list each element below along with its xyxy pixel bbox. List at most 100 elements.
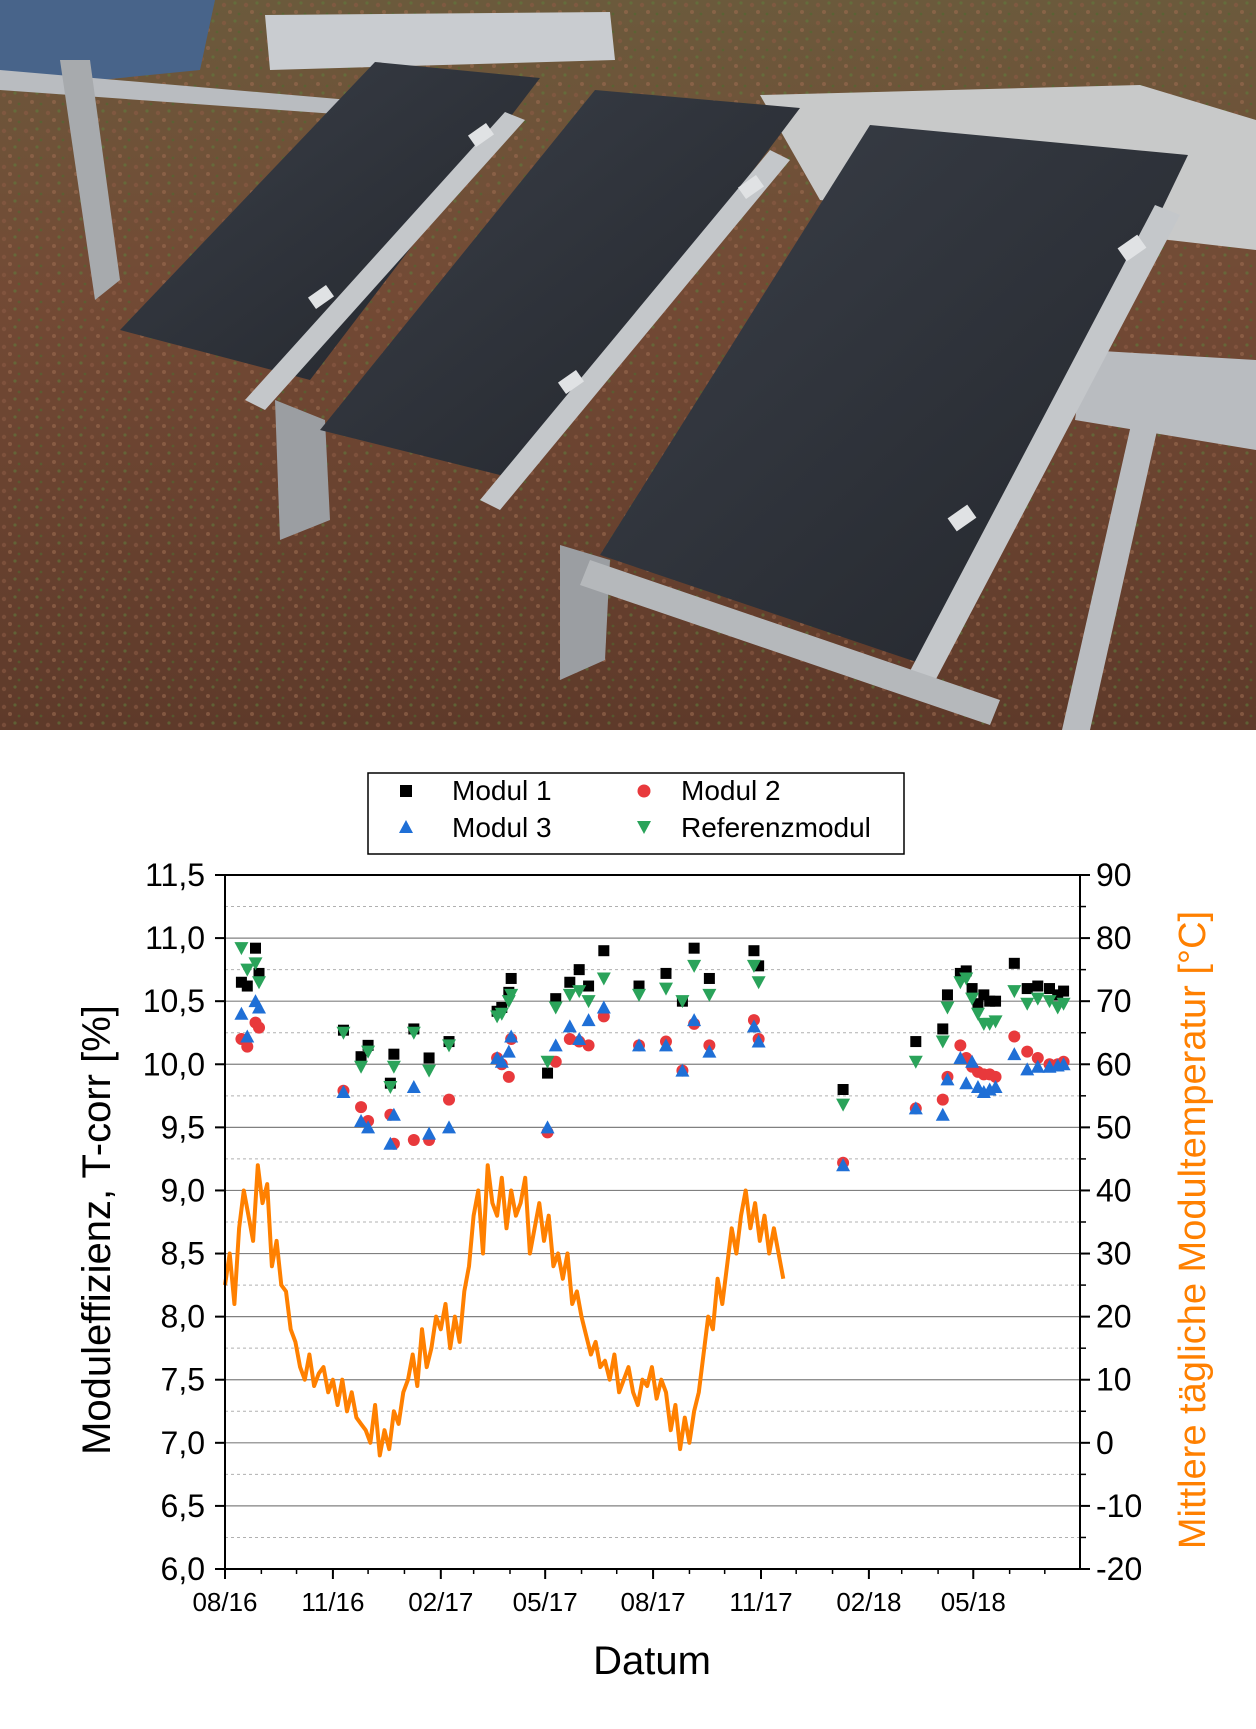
legend-label-modul-2: Modul 2 [681, 775, 781, 806]
data-point-referenzmodul [442, 1039, 457, 1053]
data-point-modul-1 [505, 972, 517, 984]
data-point-modul-3 [965, 1054, 980, 1068]
data-point-referenzmodul [234, 942, 249, 956]
legend-label-referenzmodul: Referenzmodul [681, 812, 871, 843]
data-point-referenzmodul [596, 972, 611, 986]
data-point-referenzmodul [572, 985, 587, 999]
data-point-modul-3 [1007, 1047, 1022, 1061]
data-point-referenzmodul [548, 1001, 563, 1015]
y-tick-label: 10,0 [143, 1046, 205, 1082]
grid-lines [225, 906, 1080, 1538]
legend-label-modul-3: Modul 3 [452, 812, 552, 843]
data-point-referenzmodul [383, 1080, 398, 1094]
panel-clamp [557, 369, 585, 395]
y2-tick-label: 40 [1096, 1172, 1132, 1208]
data-point-modul-3 [953, 1050, 968, 1064]
x-axis-title: Datum [593, 1639, 711, 1683]
data-point-referenzmodul [406, 1026, 421, 1040]
y-tick-label: 7,0 [161, 1425, 205, 1461]
data-point-modul-1 [966, 983, 978, 995]
data-point-modul-3 [572, 1032, 587, 1046]
data-point-modul-3 [632, 1038, 647, 1052]
data-point-modul-3 [562, 1019, 577, 1033]
data-point-modul-1 [1032, 980, 1044, 992]
y-axis-title: Moduleffizienz, T-corr [%] [75, 1005, 119, 1455]
solar-panel-1 [120, 62, 540, 380]
x-tick-label: 08/16 [192, 1587, 257, 1617]
data-point-referenzmodul [935, 1035, 950, 1049]
data-point-referenzmodul [751, 976, 766, 990]
x-tick-label: 11/16 [301, 1587, 364, 1617]
panel-clamp [307, 284, 335, 310]
data-point-modul-1 [355, 1051, 367, 1063]
data-point-referenzmodul [248, 957, 263, 971]
data-point-referenzmodul [1007, 985, 1022, 999]
data-point-modul-2 [1031, 1051, 1044, 1064]
panel-1-rail [245, 112, 525, 410]
temperature-line [223, 1163, 786, 1458]
efficiency-chart: 6,0 6,5 7,0 7,5 8,0 8,5 9,0 9,5 10,0 10,5 11,0 11,5… [75, 772, 1214, 1683]
data-point-modul-1 [496, 1001, 508, 1013]
data-point-modul-2 [582, 1039, 595, 1052]
data-point-modul-3 [658, 1038, 673, 1052]
panel-1-leg [275, 400, 330, 540]
y-tick-label: 11,0 [145, 920, 205, 956]
data-point-modul-3 [675, 1063, 690, 1077]
y-tick-label: 11,5 [145, 857, 205, 893]
legend-marker-referenzmodul [637, 821, 651, 834]
data-point-referenzmodul [1056, 997, 1071, 1011]
data-point-modul-3 [406, 1079, 421, 1093]
panel-3-rail-right [900, 205, 1180, 700]
legend-marker-modul-1 [400, 785, 412, 797]
data-point-modul-3 [751, 1034, 766, 1048]
panel-clamp [737, 174, 765, 200]
legend-marker-modul-2 [637, 784, 651, 798]
y-tick-label: 8,0 [161, 1299, 205, 1335]
mount-leg-left [60, 60, 120, 300]
y-tick-label: 9,0 [161, 1172, 205, 1208]
data-point-modul-2 [954, 1039, 967, 1052]
data-point-modul-3 [1030, 1059, 1045, 1073]
data-point-modul-1 [990, 995, 1002, 1007]
x-tick-label: 05/18 [941, 1587, 1006, 1617]
data-point-modul-3 [234, 1006, 249, 1020]
data-point-modul-1 [978, 989, 990, 1001]
data-point-referenzmodul [1030, 992, 1045, 1006]
data-point-modul-1 [703, 972, 715, 984]
data-point-modul-3 [386, 1107, 401, 1121]
data-point-referenzmodul [540, 1055, 555, 1069]
data-point-modul-3 [702, 1044, 717, 1058]
y2-tick-label: 50 [1096, 1109, 1132, 1145]
data-point-modul-3 [836, 1158, 851, 1172]
data-point-modul-1 [253, 967, 265, 979]
data-point-modul-3 [908, 1101, 923, 1115]
y-tick-label: 6,5 [161, 1488, 205, 1524]
data-point-referenzmodul [675, 995, 690, 1009]
data-point-modul-3 [596, 1000, 611, 1014]
y-tick-label: 6,0 [161, 1551, 205, 1587]
data-point-modul-3 [959, 1076, 974, 1090]
data-point-modul-1 [573, 964, 585, 976]
legend-marker-modul-3 [399, 820, 413, 833]
legend-box [367, 772, 905, 855]
solar-panel-3 [600, 125, 1188, 670]
panel-3-rail-bottom [580, 560, 1000, 725]
data-point-modul-1 [937, 1023, 949, 1035]
y2-tick-label: 10 [1096, 1362, 1132, 1398]
data-point-modul-3 [988, 1079, 1003, 1093]
data-point-referenzmodul [361, 1045, 376, 1059]
data-point-modul-2 [563, 1033, 576, 1046]
data-point-referenzmodul [386, 1060, 401, 1074]
y-tick-label: 10,5 [143, 983, 205, 1019]
data-point-modul-1 [1052, 989, 1064, 1001]
data-point-referenzmodul [354, 1060, 369, 1074]
y2-tick-label: 20 [1096, 1299, 1132, 1335]
data-point-modul-1 [598, 945, 610, 957]
data-point-modul-2 [407, 1133, 420, 1146]
data-point-modul-1 [633, 980, 645, 992]
legend: Modul 1 Modul 2 Modul 3 Referenzmodul [367, 772, 905, 855]
panel-2-rail [480, 150, 790, 510]
y2-tick-label: 80 [1096, 920, 1132, 956]
data-point-referenzmodul [988, 1015, 1003, 1029]
data-point-referenzmodul [687, 959, 702, 973]
